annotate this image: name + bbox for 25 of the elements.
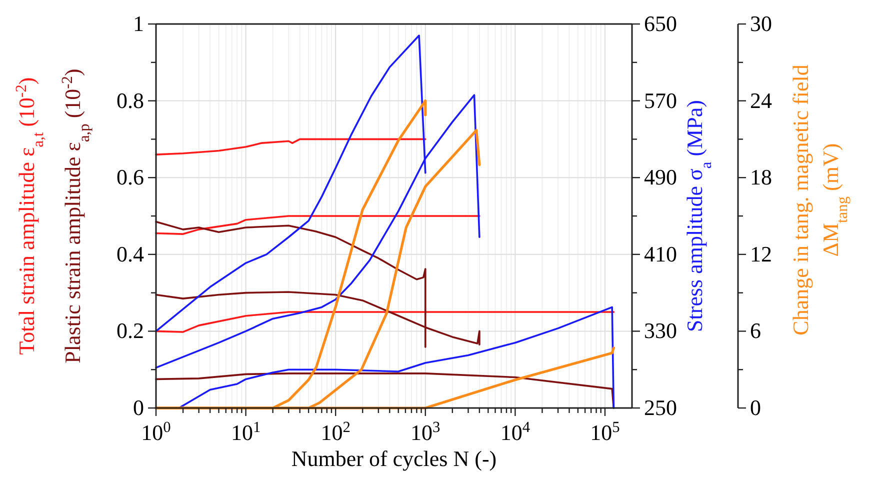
y-tick-label: 0.2 bbox=[116, 318, 144, 344]
x-tick-label: 10$^{5}$ bbox=[590, 418, 620, 445]
x-tick-label: 10$^{0}$ bbox=[141, 418, 172, 445]
x-axis-title: Number of cycles N (-) bbox=[291, 446, 497, 471]
y-tick-label: 0.4 bbox=[116, 241, 144, 266]
y2-tick-label: 250 bbox=[644, 395, 677, 420]
y3-tick-label: 0 bbox=[750, 395, 761, 420]
y2-tick-label: 410 bbox=[644, 241, 677, 266]
x-tick-label: 10$^{2}$ bbox=[320, 418, 350, 445]
y3-tick-label: 30 bbox=[750, 11, 772, 36]
y3-tick-label: 18 bbox=[750, 164, 772, 190]
y-tick-label: 0 bbox=[133, 395, 144, 420]
y-tick-label: 0.6 bbox=[116, 164, 144, 190]
y3-tick-label: 12 bbox=[750, 241, 772, 266]
x-tick-label: 10$^{4}$ bbox=[500, 418, 530, 445]
y3-tick-label: 6 bbox=[750, 318, 761, 344]
y2-tick-label: 330 bbox=[644, 318, 677, 344]
y3-tick-label: 24 bbox=[750, 88, 772, 113]
y-tick-label: 1 bbox=[133, 11, 144, 36]
y2-tick-label: 570 bbox=[644, 88, 677, 113]
y2-tick-label: 650 bbox=[644, 11, 677, 36]
y-tick-label: 0.8 bbox=[116, 88, 144, 113]
y2-tick-label: 490 bbox=[644, 164, 677, 190]
x-tick-label: 10$^{3}$ bbox=[410, 418, 441, 445]
x-tick-label: 10$^{1}$ bbox=[230, 418, 261, 445]
